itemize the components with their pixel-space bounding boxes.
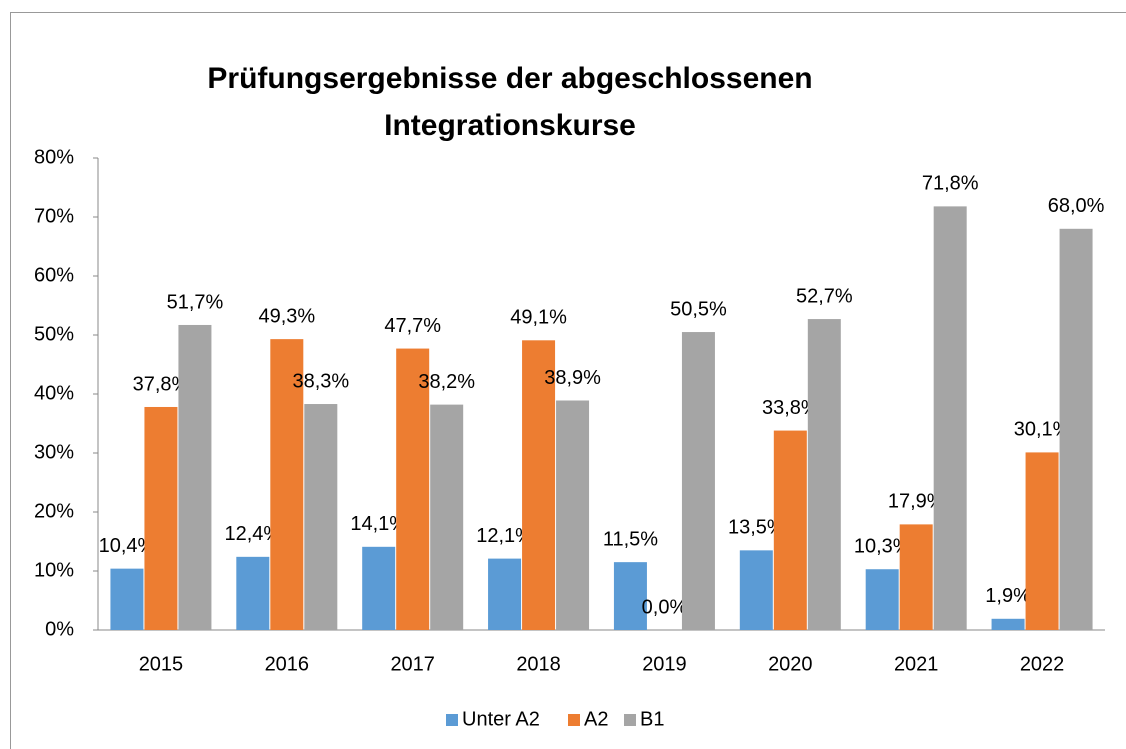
x-tick-label: 2016	[265, 653, 310, 675]
bar	[488, 558, 522, 630]
bar	[430, 404, 464, 630]
bar	[807, 319, 841, 630]
bar	[899, 524, 933, 630]
data-label: 38,9%	[544, 367, 601, 389]
x-tick-label: 2018	[516, 653, 561, 675]
data-label: 1,9%	[985, 585, 1031, 607]
bar	[522, 340, 556, 630]
bar	[396, 348, 430, 630]
bar	[613, 562, 647, 630]
bar	[739, 550, 773, 630]
data-label: 10,4%	[99, 535, 156, 557]
x-tick-label: 2017	[390, 653, 435, 675]
bar	[1059, 228, 1093, 631]
data-label: 38,2%	[418, 371, 475, 393]
data-label: 30,1%	[1014, 419, 1071, 441]
data-label: 37,8%	[133, 373, 190, 395]
legend-swatch	[624, 714, 636, 726]
bar	[178, 324, 212, 630]
y-tick-label: 20%	[34, 500, 74, 522]
data-label: 0,0%	[642, 596, 688, 618]
data-label: 51,7%	[167, 291, 224, 313]
data-label: 10,3%	[854, 536, 911, 558]
data-label: 17,9%	[888, 491, 945, 513]
bar	[773, 430, 807, 630]
bar	[110, 568, 144, 630]
legend-label: B1	[640, 708, 664, 730]
data-label: 12,1%	[476, 525, 533, 547]
x-tick-label: 2015	[139, 653, 184, 675]
bar	[236, 556, 270, 630]
x-tick-label: 2020	[768, 653, 813, 675]
data-label: 68,0%	[1048, 195, 1105, 217]
x-tick-label: 2022	[1020, 653, 1065, 675]
data-label: 13,5%	[728, 517, 785, 539]
data-label: 47,7%	[384, 315, 441, 337]
bar	[556, 400, 590, 630]
bar	[681, 332, 715, 630]
data-label: 11,5%	[603, 528, 658, 550]
x-tick-label: 2021	[894, 653, 939, 675]
bar	[991, 618, 1025, 630]
y-tick-label: 80%	[34, 146, 74, 168]
data-label: 12,4%	[224, 523, 281, 545]
data-label: 33,8%	[762, 397, 819, 419]
data-label: 14,1%	[350, 513, 407, 535]
legend-swatch	[568, 714, 580, 726]
data-label: 52,7%	[796, 285, 853, 307]
legend-swatch	[446, 714, 458, 726]
bar	[1025, 452, 1059, 630]
legend-label: Unter A2	[462, 708, 540, 730]
y-tick-label: 0%	[45, 618, 74, 640]
x-tick-label: 2019	[642, 653, 687, 675]
bar	[362, 546, 396, 630]
chart-title: Prüfungsergebnisse der abgeschlossenen	[207, 62, 812, 95]
bar	[304, 404, 338, 630]
y-tick-label: 50%	[34, 323, 74, 345]
data-label: 50,5%	[670, 298, 727, 320]
data-label: 71,8%	[922, 173, 979, 195]
legend-label: A2	[584, 708, 608, 730]
data-label: 49,3%	[258, 305, 315, 327]
bar	[933, 206, 967, 630]
chart-title: Integrationskurse	[384, 109, 636, 142]
y-tick-label: 70%	[34, 205, 74, 227]
data-label: 49,1%	[510, 307, 567, 329]
y-tick-label: 60%	[34, 264, 74, 286]
y-tick-label: 30%	[34, 441, 74, 463]
bar	[270, 339, 304, 630]
bar	[144, 406, 178, 630]
bar	[865, 569, 899, 630]
y-tick-label: 40%	[34, 382, 74, 404]
data-label: 38,3%	[292, 370, 349, 392]
y-tick-label: 10%	[34, 559, 74, 581]
